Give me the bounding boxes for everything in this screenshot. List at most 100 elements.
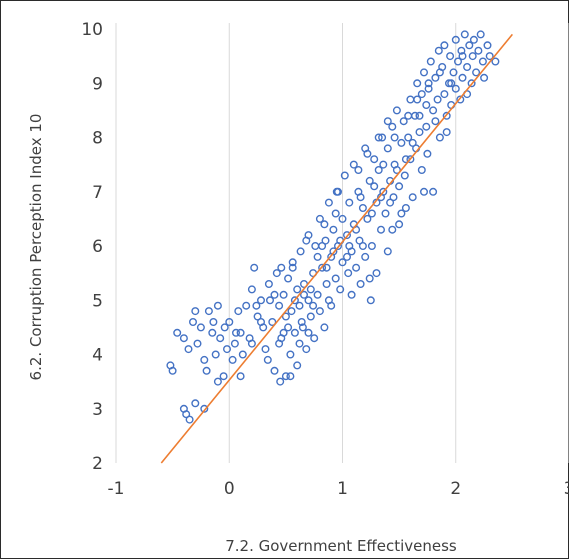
data-point xyxy=(320,220,329,229)
data-point xyxy=(367,209,376,218)
data-point xyxy=(200,404,209,413)
data-point xyxy=(451,35,460,44)
data-point xyxy=(329,225,338,234)
data-point xyxy=(257,296,266,305)
data-point xyxy=(352,263,361,272)
data-point xyxy=(426,57,435,66)
data-point xyxy=(302,236,311,245)
data-point xyxy=(293,285,302,294)
x-tick-label: 3 xyxy=(564,479,569,499)
data-point xyxy=(442,128,451,137)
data-point xyxy=(365,176,374,185)
data-point xyxy=(442,111,451,120)
data-point xyxy=(358,241,367,250)
data-point xyxy=(422,122,431,131)
data-point xyxy=(404,111,413,120)
data-point xyxy=(392,165,401,174)
data-point xyxy=(423,149,432,158)
data-point xyxy=(300,290,309,299)
data-point xyxy=(408,138,417,147)
data-point xyxy=(465,41,474,50)
data-point xyxy=(433,95,442,104)
y-tick-label: 4 xyxy=(92,346,103,366)
data-point xyxy=(290,296,299,305)
data-point xyxy=(310,334,319,343)
data-point xyxy=(238,350,247,359)
data-point xyxy=(250,263,259,272)
data-point xyxy=(306,312,315,321)
data-point xyxy=(257,318,266,327)
data-point xyxy=(222,345,231,354)
data-point xyxy=(345,198,354,207)
data-point xyxy=(347,290,356,299)
data-point xyxy=(309,301,318,310)
data-point xyxy=(491,57,500,66)
data-point xyxy=(252,301,261,310)
data-point xyxy=(358,203,367,212)
data-point xyxy=(420,187,429,196)
data-point xyxy=(322,263,331,272)
data-point xyxy=(247,339,256,348)
x-tick-label: 0 xyxy=(224,479,235,499)
data-point xyxy=(366,296,375,305)
data-point xyxy=(367,241,376,250)
data-point xyxy=(329,247,338,256)
data-point xyxy=(184,345,193,354)
data-point xyxy=(354,165,363,174)
data-point xyxy=(472,68,481,77)
data-point xyxy=(483,41,492,50)
data-point xyxy=(196,323,205,332)
data-point xyxy=(440,90,449,99)
data-point xyxy=(264,280,273,289)
trendline-layer xyxy=(160,33,513,464)
y-tick-label: 8 xyxy=(92,129,103,149)
data-point xyxy=(476,30,485,39)
data-point xyxy=(449,68,458,77)
data-point xyxy=(185,415,194,424)
data-point xyxy=(340,171,349,180)
data-point xyxy=(435,68,444,77)
data-point xyxy=(295,339,304,348)
data-point xyxy=(253,312,262,321)
data-point xyxy=(415,128,424,137)
data-point xyxy=(220,323,229,332)
data-point xyxy=(424,79,433,88)
x-tick-label: 1 xyxy=(337,479,348,499)
data-point xyxy=(372,269,381,278)
data-point xyxy=(390,133,399,142)
data-point xyxy=(209,318,218,327)
data-point xyxy=(406,95,415,104)
data-point xyxy=(435,133,444,142)
data-point xyxy=(168,366,177,375)
data-point xyxy=(204,307,213,316)
data-point xyxy=(374,165,383,174)
data-point xyxy=(343,252,352,261)
data-point xyxy=(451,84,460,93)
data-point xyxy=(296,247,305,256)
data-point xyxy=(288,258,297,267)
data-point xyxy=(236,328,245,337)
data-point xyxy=(311,241,320,250)
data-point xyxy=(286,372,295,381)
data-point xyxy=(211,350,220,359)
data-point xyxy=(386,198,395,207)
data-point xyxy=(298,323,307,332)
data-point xyxy=(363,214,372,223)
data-point xyxy=(200,355,209,364)
data-point xyxy=(378,133,387,142)
data-point xyxy=(468,52,477,61)
data-point xyxy=(284,274,293,283)
data-point xyxy=(363,149,372,158)
data-point xyxy=(228,355,237,364)
data-point xyxy=(388,122,397,131)
data-point xyxy=(454,57,463,66)
data-point xyxy=(297,318,306,327)
data-point xyxy=(417,165,426,174)
data-point xyxy=(383,144,392,153)
data-point xyxy=(344,269,353,278)
data-point xyxy=(277,263,286,272)
data-point xyxy=(288,263,297,272)
data-points xyxy=(166,30,500,424)
